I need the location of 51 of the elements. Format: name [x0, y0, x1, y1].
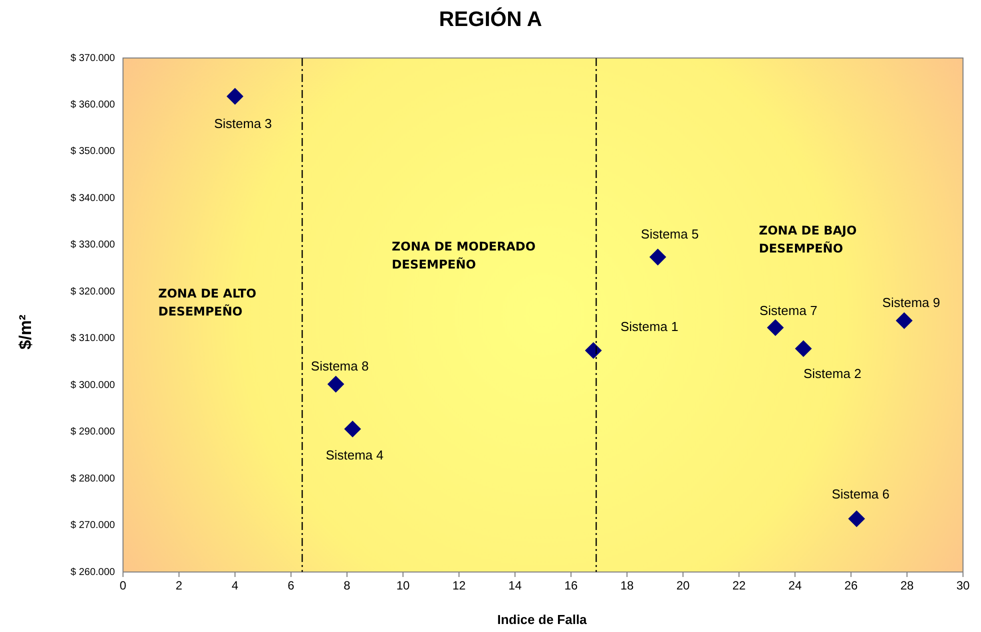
- x-tick-label: 18: [620, 578, 634, 592]
- y-tick-label: $ 340.000: [70, 192, 116, 204]
- series-label: Sistema 5: [640, 226, 699, 242]
- point: [795, 340, 812, 357]
- chart-title: REGIÓN A: [438, 8, 544, 32]
- x-tick-label: 28: [900, 578, 914, 592]
- x-tick-label: 20: [676, 578, 690, 592]
- y-tick-label: $ 330.000: [70, 240, 116, 251]
- x-axis-title: Indice de Falla: [496, 612, 588, 627]
- x-tick-label: 10: [396, 578, 410, 592]
- series-label: Sistema 6: [832, 486, 890, 502]
- series-label: Sistema 8: [310, 358, 369, 374]
- series-label: Sistema 2: [803, 366, 862, 382]
- annotation: ZONA DE MODERADO DESEMPEÑO: [392, 239, 536, 272]
- point: [767, 320, 784, 336]
- x-tick-label: 6: [288, 578, 295, 592]
- x-tick-label: 24: [788, 578, 802, 592]
- x-tick-label: 26: [844, 578, 858, 592]
- series-label: Sistema 3: [214, 116, 272, 131]
- y-tick-label: $ 370.000: [70, 52, 116, 64]
- y-tick-label: $ 290.000: [70, 426, 116, 438]
- annotation: ZONA DE ALTO DESEMPEÑO: [158, 286, 256, 319]
- point: [344, 421, 361, 438]
- y-tick-label: $ 280.000: [70, 473, 116, 484]
- x-tick-label: 8: [344, 578, 351, 592]
- y-tick-label: $ 350.000: [70, 146, 116, 158]
- y-tick-label: $ 270.000: [70, 520, 116, 532]
- series-label: Sistema 9: [882, 295, 940, 310]
- point: [328, 376, 344, 392]
- point: [896, 312, 912, 329]
- x-tick-label: 4: [232, 578, 239, 592]
- y-tick-label: $ 300.000: [70, 380, 116, 391]
- series-label: Sistema 4: [326, 448, 384, 463]
- x-tick-label: 30: [956, 578, 970, 592]
- series-label: Sistema 7: [759, 303, 818, 318]
- y-tick-label: $ 320.000: [70, 286, 116, 298]
- y-tick-label: $ 310.000: [70, 333, 116, 344]
- series-label: Sistema 1: [620, 319, 678, 334]
- x-tick-label: 0: [120, 578, 127, 592]
- point: [227, 88, 243, 104]
- y-tick-label: $ 360.000: [70, 99, 116, 110]
- annotation: ZONA DE BAJO DESEMPEÑO: [758, 223, 857, 256]
- x-tick-label: 16: [564, 578, 578, 592]
- point: [848, 510, 865, 527]
- x-tick-label: 12: [452, 578, 466, 592]
- x-tick-label: 14: [508, 578, 522, 592]
- x-tick-label: 2: [176, 578, 183, 592]
- y-axis-title: $/m²: [16, 314, 36, 352]
- y-tick-label: $ 260.000: [70, 566, 116, 578]
- x-tick-label: 22: [732, 578, 746, 592]
- point: [650, 249, 666, 266]
